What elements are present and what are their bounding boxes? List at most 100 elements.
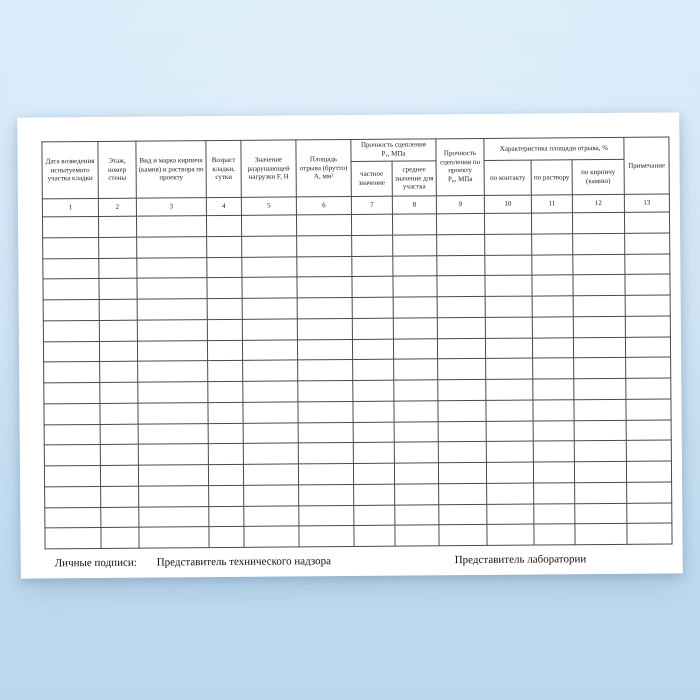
table-cell-empty [574, 419, 627, 441]
table-cell-empty [352, 380, 394, 402]
table-cell-empty [136, 236, 207, 258]
table-cell-empty [485, 337, 533, 359]
table-cell-empty [100, 527, 140, 549]
column-number: 11 [531, 194, 573, 214]
table-cell-empty [393, 400, 439, 422]
table-cell-empty [533, 523, 576, 546]
header-col-13: Примечание [623, 136, 670, 195]
table-cell-empty [296, 255, 352, 278]
table-cell-empty [438, 441, 487, 463]
table-cell-empty [243, 443, 299, 465]
table-cell-empty [137, 381, 208, 403]
table-cell-empty [296, 214, 352, 236]
table-cell-empty [44, 527, 102, 549]
table-cell-empty [484, 275, 533, 297]
table-cell-empty [393, 379, 438, 401]
table-cell-empty [208, 443, 244, 465]
table-cell-empty [392, 234, 437, 256]
col9-symbol-line: Рп, МПа [447, 175, 473, 185]
table-cell-empty [532, 399, 575, 421]
table-cell-empty [352, 317, 394, 339]
table-cell-empty [99, 319, 138, 341]
tech-supervisor-signature-label: Представитель технического надзора [156, 555, 332, 569]
table-cell-empty [626, 502, 672, 524]
table-cell-empty [138, 506, 209, 528]
header-col-5: Значение разрушающей нагрузки F, Н [240, 139, 297, 198]
table-cell-empty [99, 340, 138, 362]
table-cell-empty [241, 256, 297, 278]
table-cell-empty [137, 402, 209, 424]
table-cell-empty [98, 236, 137, 258]
table-cell-empty [625, 294, 671, 317]
table-cell-empty [100, 423, 139, 445]
header-col-9: Прочность сцепления по проекту Рп, МПа [435, 138, 485, 196]
table-cell-empty [394, 483, 439, 505]
table-cell-empty [624, 253, 670, 275]
table-cell-empty [207, 339, 243, 361]
table-cell-empty [533, 440, 575, 463]
table-cell-empty [572, 212, 625, 234]
table-cell-empty [353, 525, 396, 547]
table-cell-empty [438, 420, 487, 443]
table-cell-empty [393, 317, 438, 339]
column-number: 5 [241, 196, 297, 216]
table-cell-empty [484, 233, 532, 255]
table-cell-empty [486, 462, 534, 484]
table-cell-empty [533, 482, 575, 504]
table-cell-empty [532, 357, 574, 380]
table-cell-empty [532, 295, 574, 317]
table-cell-empty [242, 297, 298, 320]
signature-line: Личные подписи: Представитель техническо… [21, 552, 683, 571]
column-number: 2 [98, 198, 137, 217]
header-col-8: среднее значение для участка [392, 160, 437, 197]
table-cell-empty [298, 463, 354, 485]
table-cell-empty [574, 523, 628, 545]
table-cell-empty [393, 338, 438, 360]
table-cell-empty [531, 274, 574, 297]
column-number: 12 [572, 194, 625, 213]
table-cell-empty [353, 421, 395, 443]
header-group-separation-area: Характеристика площади отрыва, % [483, 137, 625, 161]
table-cell-empty [392, 276, 438, 298]
table-cell-empty [626, 523, 673, 545]
table-cell-empty [297, 318, 353, 340]
table-cell-empty [351, 234, 393, 256]
table-cell-empty [138, 526, 210, 549]
table-cell-empty [242, 380, 298, 403]
header-group-bond-strength: Прочность сцепления Рт, МПа [350, 138, 437, 162]
table-cell-empty [437, 317, 486, 339]
table-cell-empty [44, 486, 101, 508]
table-cell-empty [533, 503, 575, 525]
table-cell-empty [394, 421, 439, 443]
table-cell-empty [532, 378, 574, 400]
table-cell-empty [531, 254, 573, 276]
header-col-12: по кирпичу (камню) [572, 159, 625, 195]
table-cell-empty [353, 483, 395, 505]
table-cell-empty [437, 358, 486, 380]
table-cell-empty [99, 299, 138, 321]
table-cell-empty [208, 464, 244, 486]
table-cell-empty [436, 213, 485, 235]
table-cell-empty [352, 359, 394, 381]
table-cell-empty [99, 361, 138, 383]
table-cell-empty [531, 212, 573, 234]
table-cell-empty [624, 274, 671, 296]
table-cell-empty [485, 399, 534, 421]
table-cell-empty [243, 526, 300, 548]
table-cell-empty [352, 297, 394, 319]
table-cell-empty [137, 319, 208, 341]
table-cell-empty [208, 422, 244, 444]
table-cell-empty [574, 502, 627, 524]
table-cell-empty [485, 316, 533, 338]
table-cell-empty [43, 299, 100, 321]
table-cell-empty [98, 216, 137, 238]
table-cell-empty [486, 420, 534, 442]
table-cell-empty [206, 236, 242, 258]
header-col-4: Возраст кладки, сутки [205, 140, 242, 198]
column-number: 10 [484, 195, 532, 214]
table-cell-empty [394, 442, 439, 464]
table-cell-empty [574, 440, 627, 462]
table-cell-empty [43, 340, 100, 363]
table-cell-empty [298, 421, 354, 444]
table-cell-empty [207, 360, 243, 382]
